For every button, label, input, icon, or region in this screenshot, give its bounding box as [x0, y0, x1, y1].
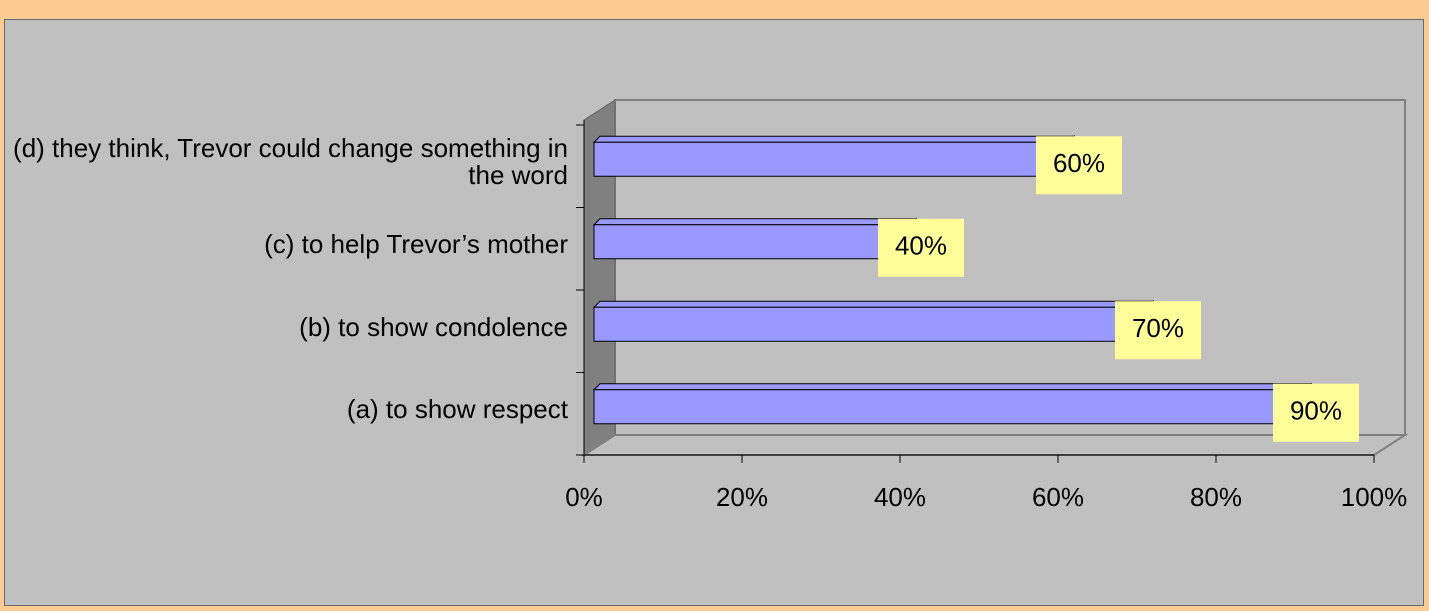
x-tick-label: 40% [874, 482, 926, 512]
data-label-box [1036, 136, 1122, 195]
data-label: 90% [1290, 396, 1342, 426]
bar-top [592, 218, 918, 226]
category-label: (c) to help Trevor’s mother [264, 229, 568, 260]
x-tick-label: 0% [565, 482, 603, 512]
x-tick-label: 100% [1341, 482, 1408, 512]
bar [593, 389, 1306, 425]
bar-top [592, 383, 1313, 391]
data-label-box [1115, 301, 1201, 360]
category-label: (a) to show respect [346, 394, 568, 425]
bar [593, 141, 1069, 177]
data-label: 40% [895, 231, 947, 261]
category-label: (b) to show condolence [299, 311, 568, 342]
x-tick-label: 60% [1032, 482, 1084, 512]
bar [593, 224, 911, 260]
bar-top [592, 135, 1076, 143]
x-tick-label: 20% [716, 482, 768, 512]
data-label-box [878, 218, 964, 277]
x-tick-label: 80% [1190, 482, 1242, 512]
data-label: 70% [1132, 313, 1184, 343]
category-label: (d) they think, Trevor could change some… [13, 133, 568, 191]
bar-top [592, 300, 1155, 308]
data-label: 60% [1053, 148, 1105, 178]
bar [593, 306, 1148, 342]
data-label-box [1273, 383, 1359, 442]
